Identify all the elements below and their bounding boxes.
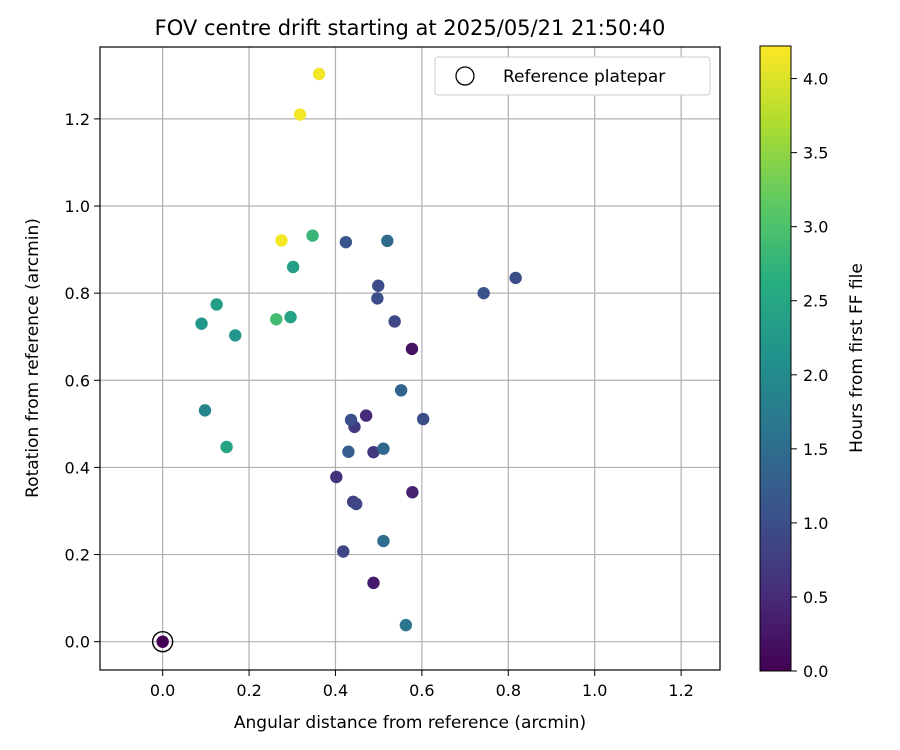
x-tick-label: 0.6 [409, 681, 434, 700]
y-axis-ticks: 0.0 0.2 0.4 0.6 0.8 1.0 1.2 [65, 110, 100, 652]
colorbar-tick-label: 2.5 [803, 292, 828, 311]
data-point [220, 440, 233, 454]
data-point [416, 412, 430, 426]
y-tick-label: 0.8 [65, 284, 90, 303]
data-point [367, 445, 380, 459]
colorbar-tick-label: 0.0 [803, 662, 828, 681]
colorbar: 0.0 0.5 1.0 1.5 2.0 2.5 3.0 3.5 4.0 Hours from f… [759, 45, 867, 681]
x-axis-label: Angular distance from reference (arcmin) [234, 713, 586, 733]
y-tick-label: 1.0 [65, 197, 90, 216]
data-point [377, 534, 390, 548]
colorbar-tick-label: 3.5 [803, 144, 828, 163]
plot-frame [99, 46, 721, 671]
x-axis-ticks: 0.0 0.2 0.4 0.6 0.8 1.0 1.2 [150, 670, 694, 700]
chart-title: FOV centre drift starting at 2025/05/21 … [155, 16, 666, 40]
data-point [367, 576, 380, 590]
data-point [509, 271, 522, 285]
y-axis-label: Rotation from reference (arcmin) [23, 218, 43, 498]
data-point [156, 635, 169, 648]
colorbar-tick-label: 0.5 [803, 588, 828, 607]
data-point [399, 618, 413, 632]
reference-marker-group [151, 630, 174, 653]
reference-platepar-marker [151, 630, 174, 653]
colorbar-tick-label: 2.0 [803, 366, 828, 385]
colorbar-tick-label: 4.0 [803, 70, 828, 89]
data-point [330, 470, 343, 484]
x-tick-label: 0.4 [323, 681, 348, 700]
data-point [381, 234, 394, 248]
colorbar-label: Hours from first FF file [847, 263, 867, 453]
data-point [306, 229, 319, 242]
x-tick-label: 1.0 [582, 681, 607, 700]
colorbar-tick-label: 3.0 [803, 218, 828, 237]
colorbar-tick-label: 1.5 [803, 440, 828, 459]
data-point [195, 317, 208, 330]
gridlines [100, 47, 720, 670]
data-point [477, 286, 490, 300]
data-point [339, 235, 353, 249]
data-point [284, 310, 297, 324]
x-tick-label: 1.2 [668, 681, 693, 700]
legend-reference-marker [455, 66, 475, 86]
data-point [394, 384, 408, 397]
x-tick-label: 0.2 [236, 681, 261, 700]
y-tick-label: 0.2 [65, 546, 90, 565]
x-tick-label: 0.0 [150, 681, 175, 700]
legend-box [434, 56, 711, 96]
data-point [406, 486, 419, 499]
data-point [286, 260, 300, 274]
data-points [156, 67, 522, 648]
y-tick-label: 1.2 [65, 110, 90, 129]
legend-label: Reference platepar [503, 67, 665, 87]
colorbar-gradient [759, 45, 792, 672]
data-point [229, 329, 242, 342]
data-point [312, 67, 326, 81]
y-tick-label: 0.6 [65, 371, 90, 390]
data-point [388, 315, 401, 328]
data-point [371, 292, 384, 305]
colorbar-tick-label: 1.0 [803, 514, 828, 533]
data-point [337, 545, 350, 558]
data-point [359, 409, 373, 422]
data-point [198, 404, 212, 417]
legend: Reference platepar [434, 56, 711, 96]
data-point [270, 313, 283, 326]
y-tick-label: 0.0 [65, 633, 90, 652]
colorbar-ticks: 0.0 0.5 1.0 1.5 2.0 2.5 3.0 3.5 4.0 [791, 70, 828, 681]
data-point [372, 279, 385, 292]
y-tick-label: 0.4 [65, 458, 90, 477]
data-point [293, 108, 307, 121]
data-point [377, 442, 390, 455]
x-tick-label: 0.8 [496, 681, 521, 700]
data-point [275, 234, 288, 247]
data-point [344, 413, 358, 427]
data-point [350, 497, 363, 511]
data-point [210, 298, 223, 311]
data-point [342, 445, 355, 458]
data-point [405, 342, 419, 356]
